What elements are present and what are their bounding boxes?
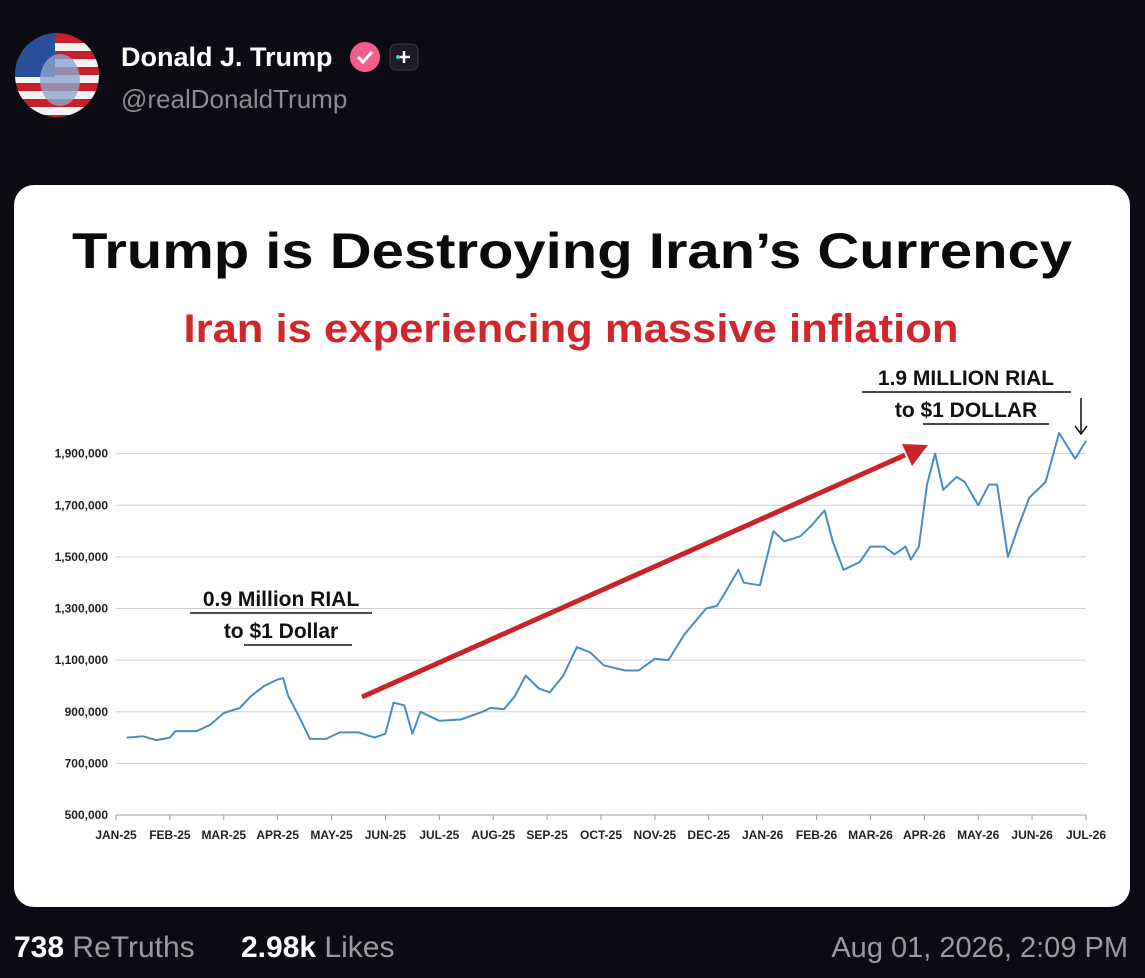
x-tick-label: JAN-26 — [742, 828, 784, 842]
x-tick-label: MAR-25 — [201, 828, 246, 842]
x-tick-label: MAR-26 — [848, 828, 893, 842]
x-tick-label: FEB-25 — [149, 828, 191, 842]
y-tick-label: 1,700,000 — [55, 498, 109, 512]
y-tick-label: 900,000 — [65, 705, 109, 719]
x-tick-label: APR-26 — [903, 828, 946, 842]
x-tick-label: AUG-25 — [471, 828, 515, 842]
author-handle[interactable]: @realDonaldTrump — [121, 84, 347, 114]
chart-card[interactable] — [14, 185, 1130, 907]
x-tick-label: DEC-25 — [687, 828, 730, 842]
likes[interactable]: 2.98k Likes — [241, 931, 394, 964]
avatar[interactable] — [15, 33, 99, 117]
price-line — [126, 432, 1087, 742]
chart-subtitle: Iran is experiencing massive inflation — [184, 307, 959, 351]
x-tick-label: MAY-26 — [957, 828, 1000, 842]
retruths-label: ReTruths — [72, 931, 194, 964]
annotation: 0.9 Million RIAL — [203, 588, 360, 611]
y-tick-label: 500,000 — [65, 808, 109, 822]
x-tick-label: MAY-25 — [310, 828, 353, 842]
x-tick-label: JUN-26 — [1011, 828, 1053, 842]
retruths[interactable]: 738 ReTruths — [14, 931, 195, 964]
x-tick-label: JUL-26 — [1066, 828, 1106, 842]
x-tick-label: APR-25 — [256, 828, 299, 842]
y-tick-label: 1,300,000 — [55, 602, 109, 616]
author-name[interactable]: Donald J. Trump — [121, 42, 333, 72]
y-tick-label: 1,500,000 — [55, 550, 109, 564]
timestamp: Aug 01, 2026, 2:09 PM — [831, 932, 1128, 964]
likes-count: 2.98k — [241, 931, 316, 964]
x-tick-label: SEP-25 — [526, 828, 568, 842]
x-tick-label: OCT-25 — [580, 828, 622, 842]
y-tick-label: 1,900,000 — [55, 447, 109, 461]
pointer-arrow — [1074, 398, 1088, 436]
plot-area: 500,000 700,000 900,000 1,100,000 1,300,000 1… — [55, 432, 1106, 842]
retruths-count: 738 — [14, 931, 64, 964]
verified-badge — [350, 42, 380, 72]
x-tick-label: JUN-25 — [365, 828, 407, 842]
annotation: to $1 DOLLAR — [895, 399, 1037, 422]
x-tick-label: JUL-25 — [419, 828, 459, 842]
annotation: to $1 Dollar — [224, 620, 338, 643]
y-tick-label: 1,100,000 — [55, 653, 109, 667]
x-tick-label: NOV-25 — [634, 828, 677, 842]
trend-arrow — [360, 444, 928, 700]
x-tick-label: JAN-25 — [95, 828, 137, 842]
likes-label: Likes — [324, 931, 394, 964]
x-tick-label: FEB-26 — [796, 828, 838, 842]
plus-icon[interactable] — [389, 43, 419, 71]
y-tick-label: 700,000 — [65, 756, 109, 770]
chart-title: Trump is Destroying Iran’s Currency — [72, 223, 1072, 279]
annotation: 1.9 MILLION RIAL — [878, 367, 1054, 390]
